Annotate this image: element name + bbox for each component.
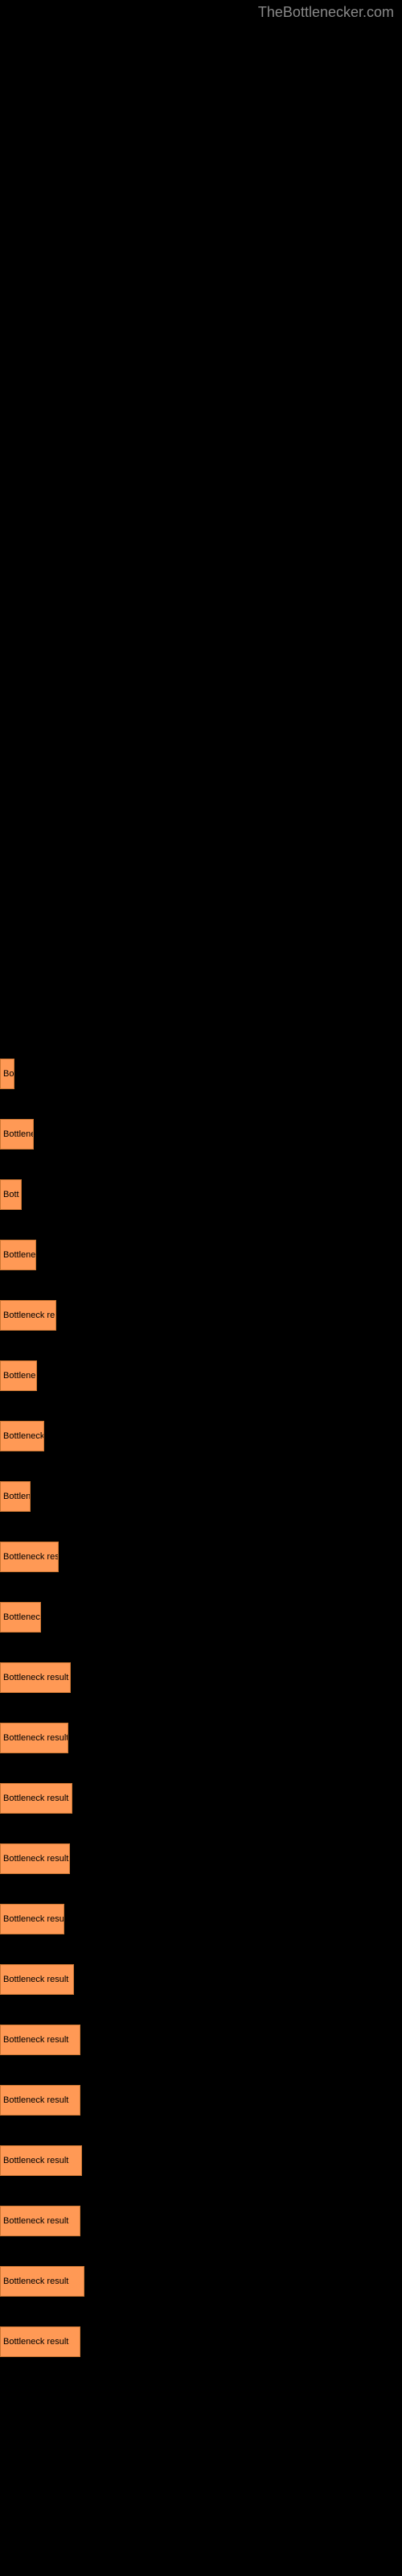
- bar-row: Bottleneck re: [0, 1300, 402, 1331]
- bar-row: Bottlen: [0, 1481, 402, 1512]
- bar: Bottleneck result: [0, 2206, 80, 2236]
- bar: Bottleneck result: [0, 2085, 80, 2116]
- bar-row: Bo: [0, 1059, 402, 1089]
- bar: Bottleneck result: [0, 1723, 68, 1753]
- bar-row: Bottleneck result: [0, 2266, 402, 2297]
- bar-row: Bottleneck result: [0, 2326, 402, 2357]
- bar: Bottleneck result: [0, 2145, 82, 2176]
- bar: Bottleneck result: [0, 1662, 71, 1693]
- bar-row: Bottleneck res: [0, 1542, 402, 1572]
- bar-row: Bottleneck result: [0, 2145, 402, 2176]
- bar-row: Bottleneck result: [0, 1662, 402, 1693]
- bar: Bottlene: [0, 1360, 37, 1391]
- bar-row: Bottlenec: [0, 1602, 402, 1633]
- bar: Bottlenec: [0, 1602, 41, 1633]
- bar-row: Bottleneck result: [0, 1783, 402, 1814]
- bar: Bottleneck result: [0, 2266, 84, 2297]
- bar-row: Bottlene: [0, 1119, 402, 1150]
- bar: Bott: [0, 1179, 22, 1210]
- bar: Bottleneck res: [0, 1542, 59, 1572]
- bar: Bottleneck result: [0, 2025, 80, 2055]
- bar-row: Bottlene: [0, 1240, 402, 1270]
- bar-row: Bottleneck resu: [0, 1904, 402, 1934]
- bar-row: Bottlene: [0, 1360, 402, 1391]
- bar: Bottlene: [0, 1119, 34, 1150]
- bar: Bottleneck resu: [0, 1904, 64, 1934]
- bar-row: Bottleneck result: [0, 1964, 402, 1995]
- bar-row: Bottleneck result: [0, 2025, 402, 2055]
- bar: Bo: [0, 1059, 14, 1089]
- bar: Bottleneck: [0, 1421, 44, 1451]
- bar: Bottleneck result: [0, 1843, 70, 1874]
- bar: Bottlen: [0, 1481, 31, 1512]
- bar-row: Bottleneck result: [0, 2206, 402, 2236]
- bar-row: Bottleneck result: [0, 1843, 402, 1874]
- bar-chart: Bo Bottlene Bott Bottlene Bottleneck re Bottl…: [0, 0, 402, 2357]
- bar-row: Bottleneck: [0, 1421, 402, 1451]
- bar-row: Bott: [0, 1179, 402, 1210]
- bar-row: Bottleneck result: [0, 2085, 402, 2116]
- bar-row: Bottleneck result: [0, 1723, 402, 1753]
- watermark: TheBottlenecker.com: [258, 4, 394, 21]
- bar: Bottleneck result: [0, 1783, 72, 1814]
- bar: Bottlene: [0, 1240, 36, 1270]
- bar: Bottleneck result: [0, 2326, 80, 2357]
- bar: Bottleneck re: [0, 1300, 56, 1331]
- bar: Bottleneck result: [0, 1964, 74, 1995]
